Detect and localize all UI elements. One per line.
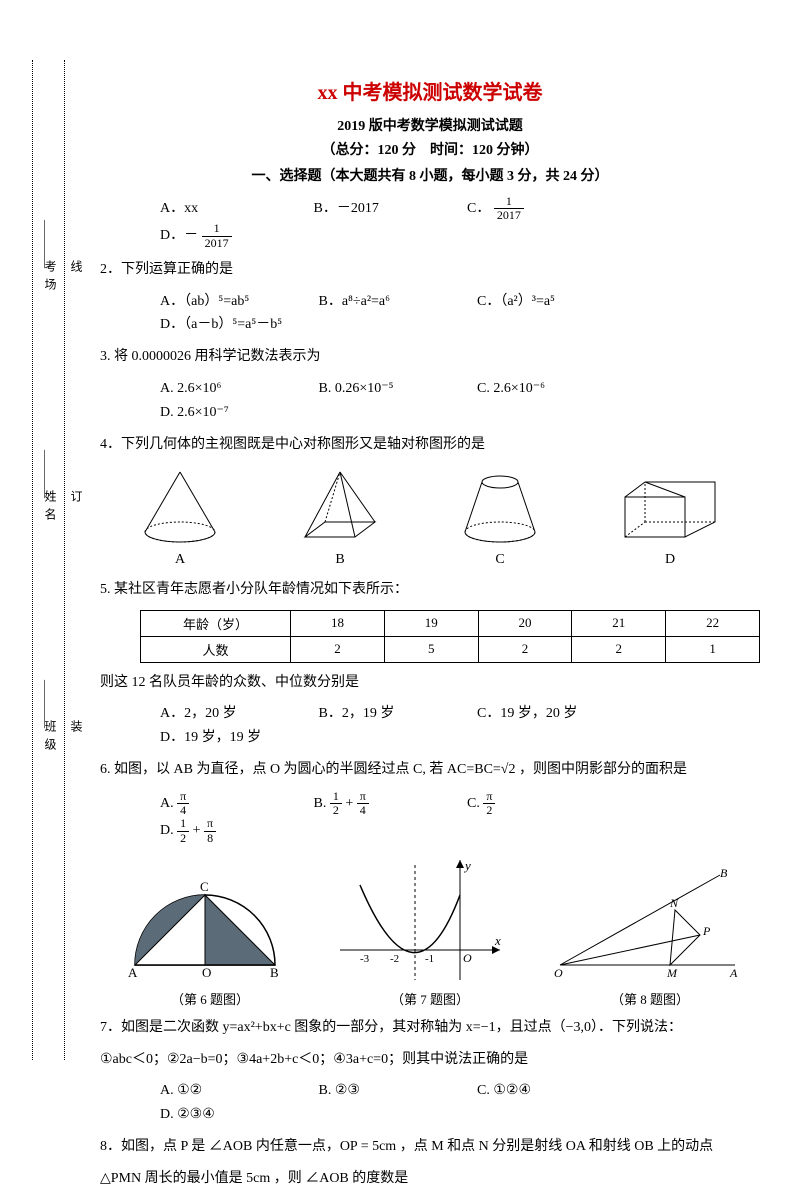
binding-margin: 班级 ________ 姓名 ________ 考场 ________ 装 订 … bbox=[20, 60, 80, 1060]
svg-text:C: C bbox=[200, 879, 209, 894]
svg-text:-3: -3 bbox=[360, 953, 370, 965]
figures-row: A B C O y x O -3 -2 -1 O A B M bbox=[100, 855, 760, 985]
q1-optA: A．xx bbox=[160, 197, 310, 221]
fig7-svg: y x O -3 -2 -1 bbox=[330, 855, 510, 985]
q5-table: 年龄（岁） 18 19 20 21 22 人数 2 5 2 2 1 bbox=[140, 610, 760, 663]
shape-cuboid: D bbox=[615, 467, 725, 568]
subtitle: 2019 版中考数学模拟测试试题 bbox=[100, 115, 760, 135]
q5-stem: 5. 某社区青年志愿者小分队年龄情况如下表所示： bbox=[100, 578, 760, 602]
svg-text:-2: -2 bbox=[390, 953, 399, 965]
fig6-svg: A B C O bbox=[120, 875, 290, 985]
q7-options: A. ①② B. ②③ C. ①②④ D. ②③④ bbox=[100, 1079, 760, 1127]
q4-stem: 4．下列几何体的主视图既是中心对称图形又是轴对称图形的是 bbox=[100, 433, 760, 457]
svg-text:A: A bbox=[729, 966, 738, 980]
svg-text:y: y bbox=[463, 858, 471, 873]
q7-stem: 7．如图是二次函数 y=ax²+bx+c 图象的一部分，其对称轴为 x=−1，且… bbox=[100, 1016, 760, 1040]
svg-text:B: B bbox=[720, 866, 728, 880]
svg-text:P: P bbox=[702, 924, 711, 938]
shape-pyramid: B bbox=[295, 467, 385, 568]
q2-options: A．（ab）⁵=ab⁵ B．a⁸÷a²=a⁶ C．（a²）³=a⁵ D．（a－b… bbox=[100, 290, 760, 338]
q3-stem: 3. 将 0.0000026 用科学记数法表示为 bbox=[100, 345, 760, 369]
svg-text:-1: -1 bbox=[425, 953, 434, 965]
svg-text:B: B bbox=[270, 965, 279, 980]
q5-options: A．2，20 岁 B．2，19 岁 C．19 岁，20 岁 D．19 岁，19 … bbox=[100, 702, 760, 750]
fig8-svg: O A B M N P bbox=[550, 865, 740, 985]
q6-options: A. π4 B. 12 + π4 C. π2 D. 12 + π8 bbox=[100, 790, 760, 845]
svg-text:O: O bbox=[554, 966, 563, 980]
q2-stem: 2．下列运算正确的是 bbox=[100, 258, 760, 282]
q1-options: A．xx B．－2017 C． 12017 D．－ 12017 bbox=[100, 195, 760, 250]
svg-text:N: N bbox=[669, 896, 679, 910]
page-content: xx 中考模拟测试数学试卷 2019 版中考数学模拟测试试题 （总分：120 分… bbox=[100, 70, 760, 1199]
title-main: xx 中考模拟测试数学试卷 bbox=[100, 76, 760, 105]
q5-tail: 则这 12 名队员年龄的众数、中位数分别是 bbox=[100, 671, 760, 695]
q7-conds: ①abc＜0；②2a−b=0；③4a+2b+c＜0；④3a+c=0；则其中说法正… bbox=[100, 1048, 760, 1072]
q8-stem1: 8．如图，点 P 是 ∠AOB 内任意一点，OP = 5cm ，点 M 和点 N… bbox=[100, 1135, 760, 1159]
section-1: 一、选择题（本大题共有 8 小题，每小题 3 分，共 24 分） bbox=[100, 165, 760, 185]
svg-text:O: O bbox=[202, 965, 211, 980]
q6-stem: 6. 如图，以 AB 为直径，点 O 为圆心的半圆经过点 C, 若 AC=BC=… bbox=[100, 758, 760, 782]
shape-frustum: C bbox=[455, 467, 545, 568]
svg-text:x: x bbox=[494, 933, 501, 948]
svg-text:M: M bbox=[666, 966, 678, 980]
q8-stem2: △PMN 周长的最小值是 5cm ，则 ∠AOB 的度数是 bbox=[100, 1167, 760, 1191]
figure-labels: （第 6 题图） （第 7 题图） （第 8 题图） bbox=[100, 989, 760, 1008]
svg-text:A: A bbox=[128, 965, 138, 980]
q1-optD: D．－ 12017 bbox=[160, 222, 310, 249]
q3-options: A. 2.6×10⁶ B. 0.26×10⁻⁵ C. 2.6×10⁻⁶ D. 2… bbox=[100, 377, 760, 425]
exam-info: （总分：120 分 时间：120 分钟） bbox=[100, 139, 760, 159]
q1-optB: B．－2017 bbox=[314, 197, 464, 221]
q4-shapes: A B C bbox=[100, 467, 760, 568]
shape-cone: A bbox=[135, 467, 225, 568]
q1-optC: C． 12017 bbox=[467, 195, 617, 222]
svg-text:O: O bbox=[463, 951, 472, 965]
